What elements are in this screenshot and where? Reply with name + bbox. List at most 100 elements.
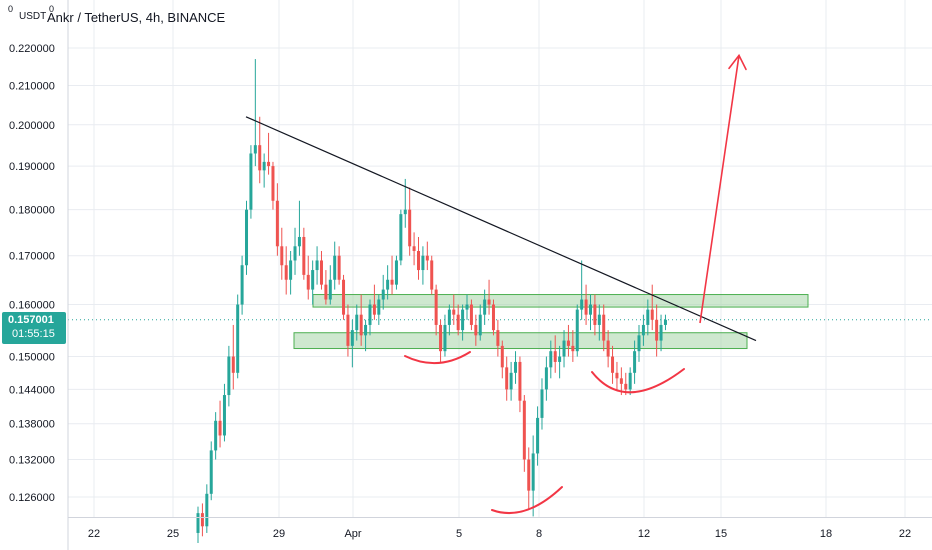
candle-body bbox=[452, 309, 456, 315]
candle-body bbox=[505, 367, 509, 390]
candle-body bbox=[364, 324, 368, 336]
last-price-value: 0.157001 bbox=[8, 314, 54, 326]
candle-body bbox=[222, 395, 226, 436]
candle-body bbox=[597, 314, 601, 325]
x-tick-label: 5 bbox=[456, 528, 462, 540]
candle-body bbox=[615, 372, 619, 379]
candle-body bbox=[518, 361, 522, 401]
candle-body bbox=[544, 367, 548, 390]
candle-body bbox=[240, 265, 244, 305]
candle-body bbox=[447, 309, 451, 325]
candle-body bbox=[483, 299, 487, 315]
candle-body bbox=[641, 324, 645, 336]
time-axis[interactable]: 22 25 29 Apr 5 8 12 15 18 22 bbox=[68, 517, 932, 541]
x-tick-label: 22 bbox=[88, 528, 100, 540]
candle-body bbox=[487, 299, 491, 305]
candle-body bbox=[381, 289, 385, 300]
candle-body bbox=[302, 236, 306, 275]
pattern-arc bbox=[404, 351, 471, 365]
candle-body bbox=[527, 459, 531, 491]
candle-body bbox=[456, 314, 460, 331]
candle-body bbox=[350, 330, 354, 346]
candle-body bbox=[461, 309, 465, 331]
candle-body bbox=[646, 309, 650, 325]
chart-title: Ankr / TetherUS, 4h, BINANCE bbox=[47, 10, 226, 25]
candle-body bbox=[465, 304, 469, 310]
candle-body bbox=[236, 304, 240, 373]
y-tick-label: 0.180000 bbox=[9, 205, 55, 217]
zone-rect bbox=[293, 332, 748, 350]
candle-body bbox=[324, 284, 328, 300]
candle-body bbox=[200, 513, 204, 527]
candle-countdown: 01:55:15 bbox=[12, 328, 55, 340]
candle-body bbox=[593, 304, 597, 325]
x-tick-label: 25 bbox=[167, 528, 179, 540]
y-tick-label: 0.190000 bbox=[9, 161, 55, 173]
candle-body bbox=[469, 304, 473, 325]
candle-body bbox=[624, 383, 628, 390]
axis-settings-icon[interactable]: 0 bbox=[49, 4, 55, 14]
candle-body bbox=[611, 356, 615, 373]
candle-body bbox=[408, 209, 412, 247]
candle-body bbox=[394, 260, 398, 285]
axis-gear-icon[interactable]: 0 bbox=[8, 4, 14, 14]
breakout-arrow bbox=[699, 55, 740, 324]
trendline bbox=[245, 116, 757, 342]
y-tick-label: 0.170000 bbox=[9, 251, 55, 263]
y-tick-label: 0.200000 bbox=[9, 120, 55, 132]
grid bbox=[68, 0, 932, 517]
candle-body bbox=[628, 372, 632, 390]
candle-body bbox=[474, 324, 478, 336]
candle-body bbox=[580, 299, 584, 310]
candle-body bbox=[231, 356, 235, 373]
x-tick-label: 29 bbox=[273, 528, 285, 540]
candle-body bbox=[346, 314, 350, 346]
candle-body bbox=[491, 304, 495, 331]
candle-body bbox=[355, 314, 359, 331]
x-tick-label: 18 bbox=[820, 528, 832, 540]
candle-body bbox=[606, 340, 610, 357]
candle-body bbox=[337, 255, 341, 280]
candle-body bbox=[439, 324, 443, 352]
candle-body bbox=[443, 324, 447, 352]
price-axis[interactable]: 0.220000 0.210000 0.200000 0.190000 0.180000… bbox=[9, 0, 69, 550]
candle-body bbox=[602, 314, 606, 341]
y-tick-label: 0.132000 bbox=[9, 455, 55, 467]
candle-body bbox=[562, 340, 566, 357]
annotations bbox=[245, 53, 757, 514]
candle-body bbox=[280, 246, 284, 266]
candle-body bbox=[271, 166, 275, 201]
candle-body bbox=[333, 255, 337, 280]
candle-body bbox=[267, 161, 271, 167]
x-tick-label: Apr bbox=[344, 528, 361, 540]
candle-body bbox=[377, 299, 381, 315]
candle-body bbox=[553, 351, 557, 362]
y-tick-label: 0.160000 bbox=[9, 300, 55, 312]
candle-body bbox=[297, 236, 301, 247]
candle-body bbox=[284, 265, 288, 280]
pattern-arc bbox=[591, 368, 685, 394]
candle-body bbox=[421, 255, 425, 271]
last-price-badge: 0.157001 01:55:15 bbox=[2, 312, 66, 344]
candle-body bbox=[637, 335, 641, 352]
candle-body bbox=[514, 361, 518, 373]
candle-body bbox=[584, 299, 588, 315]
candle-body bbox=[293, 246, 297, 261]
y-tick-label: 0.126000 bbox=[9, 492, 55, 504]
candle-body bbox=[214, 420, 218, 451]
candle-body bbox=[342, 279, 346, 315]
candle-body bbox=[531, 453, 535, 491]
candle-body bbox=[417, 250, 420, 271]
candle-body bbox=[306, 274, 310, 290]
x-tick-label: 8 bbox=[536, 528, 542, 540]
candle-body bbox=[196, 513, 200, 533]
candle-body bbox=[227, 356, 231, 396]
candle-body bbox=[619, 378, 623, 384]
x-tick-label: 15 bbox=[715, 528, 727, 540]
candle-body bbox=[522, 400, 526, 460]
y-tick-label: 0.220000 bbox=[9, 43, 55, 55]
y-tick-label: 0.210000 bbox=[9, 80, 55, 92]
candle-body bbox=[315, 260, 319, 271]
candle-body bbox=[289, 260, 293, 280]
